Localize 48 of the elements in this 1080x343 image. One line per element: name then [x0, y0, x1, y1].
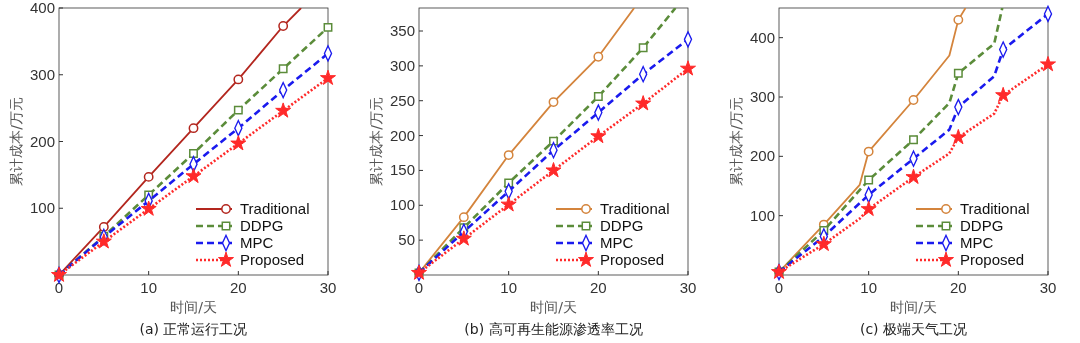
text: (a) 正常运行工况: [139, 321, 248, 337]
x-tick-label: 30: [679, 279, 697, 296]
x-tick-label: 0: [414, 279, 424, 296]
y-tick-label: 400: [29, 0, 55, 16]
y-tick-label: 250: [389, 91, 415, 109]
legend-label: Proposed: [960, 251, 1025, 268]
text: (b) 高可再生能源渗透率工况: [464, 321, 643, 337]
y-tick-label: 350: [389, 22, 415, 40]
y-tick-label: 300: [389, 56, 415, 74]
y-axis-title: 累计成本/万元: [368, 97, 384, 186]
y-tick-label: 300: [749, 88, 775, 105]
x-axis-title: 时间/天: [890, 299, 937, 315]
legend-label: MPC: [960, 234, 994, 251]
y-tick-label: 200: [389, 126, 415, 144]
legend-label: Traditional: [600, 200, 670, 217]
legend-label: DDPG: [600, 217, 644, 234]
y-tick-label: 300: [29, 65, 55, 83]
x-tick-label: 10: [500, 279, 518, 296]
y-axis-title: 累计成本/万元: [728, 97, 744, 186]
x-tick-label: 30: [1039, 279, 1057, 296]
x-tick-label: 10: [860, 279, 878, 296]
x-tick-label: 30: [319, 279, 337, 296]
y-tick-label: 100: [29, 199, 55, 217]
x-tick-label: 0: [54, 279, 64, 296]
y-tick-label: 400: [749, 28, 775, 46]
x-axis-title: 时间/天: [530, 299, 577, 315]
legend-label: Traditional: [960, 200, 1030, 217]
x-tick-label: 10: [140, 279, 158, 296]
y-tick-label: 50: [398, 231, 415, 249]
x-tick-label: 20: [229, 279, 247, 296]
x-axis-title: 时间/天: [170, 299, 217, 315]
x-tick-label: 20: [949, 279, 967, 296]
y-tick-label: 100: [389, 196, 415, 214]
x-tick-label: 0: [774, 279, 784, 296]
legend-label: Proposed: [240, 251, 305, 268]
legend-label: MPC: [240, 234, 274, 251]
legend-label: DDPG: [960, 217, 1004, 234]
x-tick-label: 20: [589, 279, 607, 296]
legend-label: DDPG: [240, 217, 284, 234]
legend-label: Traditional: [240, 200, 310, 217]
y-tick-label: 150: [389, 161, 415, 179]
text: (c) 极端天气工况: [859, 321, 968, 337]
y-tick-label: 200: [749, 147, 775, 165]
y-tick-label: 100: [749, 206, 775, 224]
legend-label: MPC: [600, 234, 634, 251]
y-tick-label: 200: [29, 132, 55, 150]
legend-label: Proposed: [600, 251, 665, 268]
y-axis-title: 累计成本/万元: [8, 97, 24, 186]
